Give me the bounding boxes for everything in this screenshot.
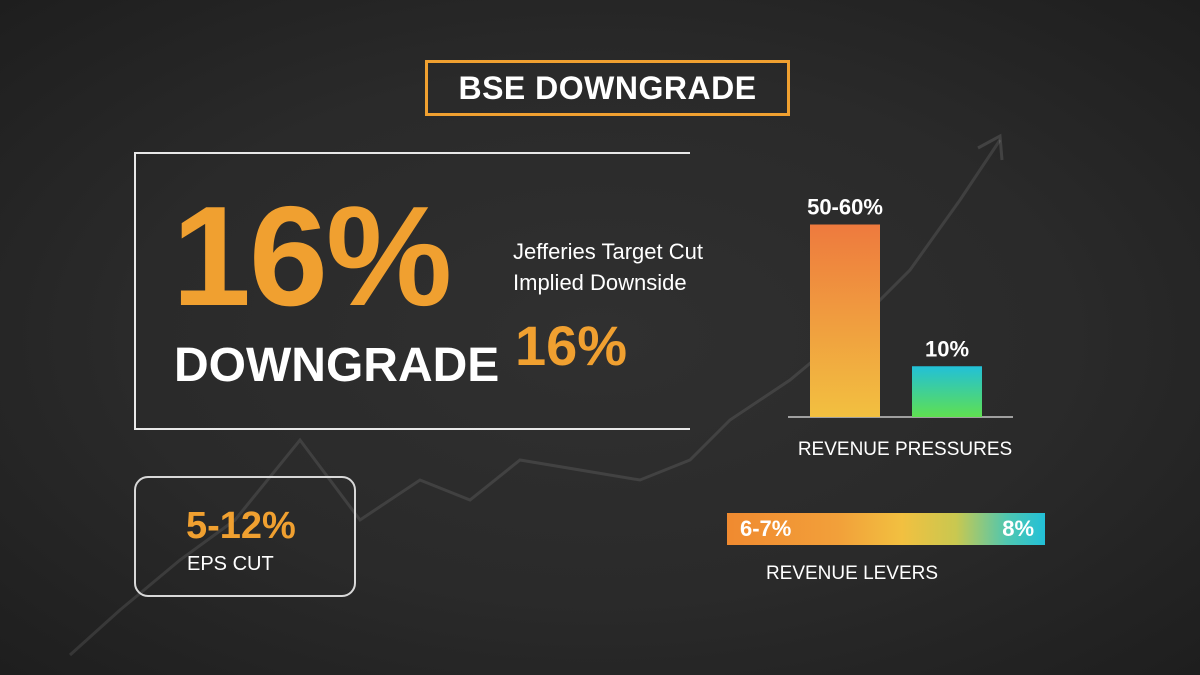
- eps-cut-value: 5-12%: [186, 505, 296, 547]
- revenue-levers-caption: REVENUE LEVERS: [765, 563, 939, 584]
- bar-revenue-pressure-2: [912, 366, 982, 417]
- revenue-pressures-caption: REVENUE PRESSURES: [797, 439, 1013, 460]
- revenue-lever-left-value: 6-7%: [740, 516, 792, 541]
- implied-downside-value: 16%: [515, 314, 628, 377]
- downgrade-label: DOWNGRADE: [174, 339, 500, 392]
- bar-revenue-pressure-1: [810, 224, 880, 417]
- downgrade-percentage: 16%: [172, 177, 452, 336]
- downgrade-panel: [134, 152, 690, 430]
- eps-cut-card: [134, 476, 356, 597]
- bar-label-1: 50-60%: [807, 195, 883, 220]
- target-cut-line-2: Implied Downside: [513, 270, 687, 295]
- target-cut-line-1: Jefferies Target Cut: [513, 239, 703, 264]
- background-trend-arrowhead: [977, 133, 1004, 161]
- page-title: BSE DOWNGRADE: [425, 60, 790, 116]
- bar-label-2: 10%: [925, 336, 969, 361]
- target-cut-description: Jefferies Target Cut Implied Downside: [513, 236, 703, 298]
- revenue-levers-bar: [727, 513, 1045, 545]
- eps-cut-label: EPS CUT: [187, 553, 274, 575]
- revenue-lever-right-value: 8%: [1002, 516, 1034, 541]
- revenue-pressures-chart: 50-60% 10%: [788, 195, 1013, 418]
